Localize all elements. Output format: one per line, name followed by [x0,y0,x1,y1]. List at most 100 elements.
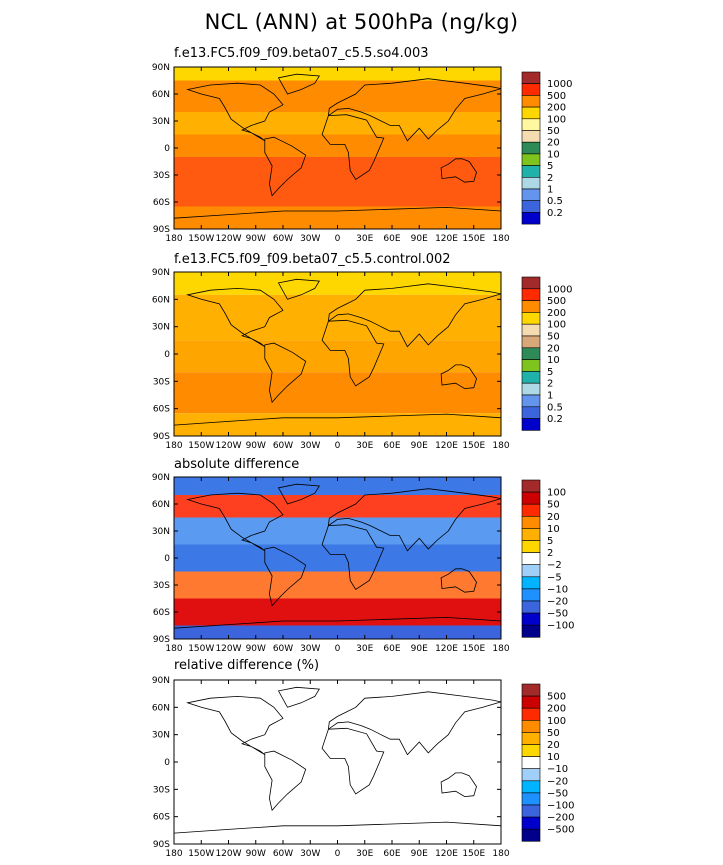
lon-tick-label: 0 [335,644,341,654]
field-band [174,598,501,626]
coastline [321,319,385,387]
lon-tick-label: 30W [300,849,320,859]
coastline [264,342,307,404]
coastline [186,695,284,756]
colorbar-swatch [521,540,541,553]
coastline [264,750,307,812]
lat-tick-label: 30N [152,117,170,127]
lon-tick-label: 60E [383,849,400,859]
lon-tick-label: 60W [273,234,293,244]
colorbar-label: 10 [547,752,560,763]
colorbar-label: −100 [547,801,574,812]
colorbar-label: 200 [547,103,566,114]
field-band [174,413,501,436]
colorbar-label: 500 [547,296,566,307]
colorbar-label: 50 [547,500,560,511]
colorbar-label: 20 [547,138,560,149]
lon-tick-label: 30E [356,234,373,244]
colorbar-label: −100 [547,621,574,632]
colorbar-label: −2 [547,560,562,571]
colorbar-label: 0.2 [547,208,563,219]
colorbar-label: 20 [547,343,560,354]
colorbar-swatch [521,624,541,638]
colorbar-swatch [521,71,541,84]
lon-tick-label: 60W [273,441,293,451]
lat-tick-label: 90N [152,63,170,73]
lon-tick-label: 60E [383,234,400,244]
colorbar-swatch [521,707,541,721]
lat-tick-label: 30N [152,323,170,333]
lon-tick-label: 180 [492,441,509,451]
colorbar-swatch [521,323,541,337]
colorbar-swatch [521,276,541,290]
field-band [174,294,501,341]
colorbar-label: 100 [547,716,566,727]
field-band [174,206,501,229]
colorbar-swatch [521,756,541,769]
coastline [327,488,502,552]
lon-tick-label: 180 [492,644,509,654]
lon-tick-label: 150W [188,644,214,654]
lat-tick-label: 30N [152,731,170,741]
colorbar-swatch [521,744,541,757]
panel-4-title: relative difference (%) [174,658,320,673]
coastline [440,364,477,390]
field-band [174,495,501,518]
lon-tick-label: 30E [356,644,373,654]
lon-tick-label: 120E [435,849,458,859]
lon-tick-label: 60W [273,849,293,859]
colorbar-label: 500 [547,91,566,102]
lon-tick-label: 180 [165,234,182,244]
field-band [174,544,501,572]
colorbar-swatch [521,552,541,565]
coastline [440,568,477,593]
lon-tick-label: 150E [462,644,485,654]
coastline [277,73,320,95]
colorbar-label: 5 [547,161,553,172]
lon-tick-label: 120W [215,849,241,859]
coastline [327,78,502,142]
coastline [277,483,320,505]
colorbar-swatch [521,768,541,782]
colorbar-label: 10 [547,355,560,366]
lon-tick-label: 90W [246,441,266,451]
field-band [174,372,501,414]
lon-tick-label: 120W [215,644,241,654]
colorbar-swatch [521,780,541,794]
lat-tick-label: 60N [152,703,170,713]
coastline [186,82,284,142]
lat-tick-label: 30S [153,785,170,795]
colorbar-swatch [521,177,541,190]
coastline [321,524,385,591]
lon-tick-label: 90W [246,234,266,244]
colorbar-label: 0.5 [547,196,563,207]
lon-tick-label: 90W [246,644,266,654]
colorbar-label: −50 [547,788,568,799]
colorbar-label: 100 [547,114,566,125]
field-band [174,477,501,495]
colorbar-swatch [521,106,541,120]
colorbar-swatch [521,394,541,408]
panel-1-title: f.e13.FC5.f09_f09.beta07_c5.5.so4.003 [174,46,429,61]
colorbar-swatch [521,719,541,733]
lat-tick-label: 60N [152,500,170,510]
coastline [321,114,385,181]
colorbar-label: −5 [547,572,562,583]
colorbar-swatch [521,515,541,529]
lon-tick-label: 150E [462,234,485,244]
colorbar-label: 1 [547,185,553,196]
lon-tick-label: 60E [383,441,400,451]
lon-tick-label: 120E [435,441,458,451]
colorbar-label: 2 [547,379,553,390]
lat-tick-label: 60S [153,405,170,415]
colorbar-label: 1000 [547,284,572,295]
lon-tick-label: 150W [188,234,214,244]
lon-tick-label: 0 [335,849,341,859]
colorbar-swatch [521,130,541,143]
lat-tick-label: 90S [153,635,170,645]
colorbar-swatch [521,828,541,842]
